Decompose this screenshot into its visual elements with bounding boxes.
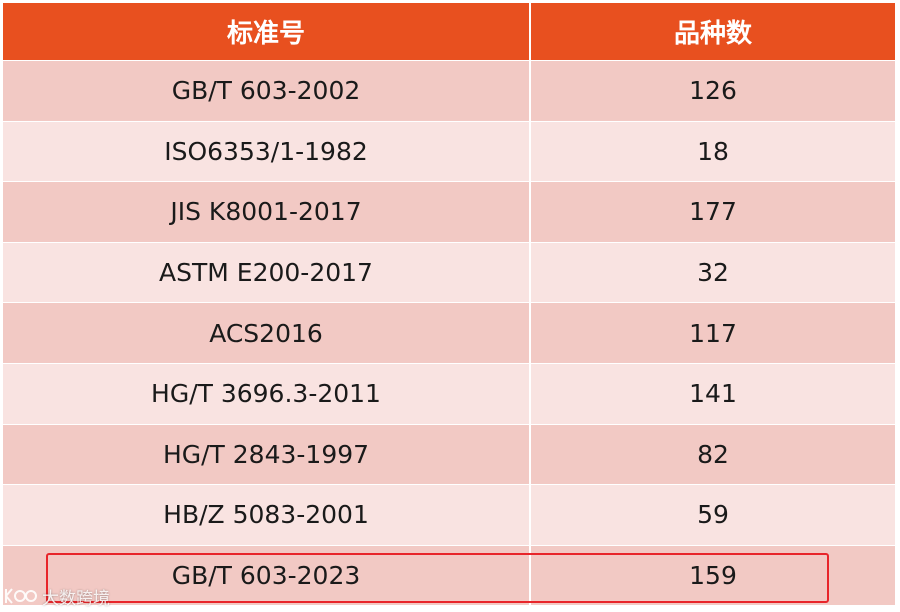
header-standard: 标准号	[3, 3, 531, 60]
cell-count: 18	[697, 136, 729, 166]
table-row: HG/T 3696.3-2011 141	[3, 363, 895, 425]
table-row: HB/Z 5083-2001 59	[3, 485, 895, 546]
cell-standard: ACS2016	[3, 303, 531, 363]
cell-standard: GB/T 603-2023	[3, 545, 531, 606]
standards-table: 标准号 品种数 GB/T 603-2002 126 ISO6353/1-1982…	[3, 3, 895, 607]
table-row: GB/T 603-2002 126	[3, 61, 895, 122]
table-row: HG/T 2843-1997 82	[3, 424, 895, 486]
highlight-box	[46, 553, 829, 603]
table-row: ASTM E200-2017 32	[3, 242, 895, 304]
cell-count: 32	[697, 258, 729, 288]
table-row: JIS K8001-2017 177	[3, 182, 895, 243]
watermark: 大数跨境	[2, 583, 110, 609]
table-header-row: 标准号 品种数	[3, 3, 895, 61]
cell-standard: ISO6353/1-1982	[3, 121, 531, 182]
cell-standard: HG/T 2843-1997	[3, 424, 531, 485]
cell-count: 117	[689, 318, 737, 348]
table-row: ISO6353/1-1982 18	[3, 121, 895, 183]
brand-logo-icon	[5, 588, 37, 604]
table-row: ACS2016 117	[3, 303, 895, 364]
cell-count: 177	[689, 197, 737, 227]
table-row-highlighted: GB/T 603-2023 159	[3, 545, 895, 607]
cell-count: 159	[689, 561, 737, 591]
cell-count: 82	[697, 439, 729, 469]
cell-standard: HG/T 3696.3-2011	[3, 363, 531, 424]
cell-count: 126	[689, 76, 737, 106]
cell-count: 141	[689, 379, 737, 409]
cell-standard: HB/Z 5083-2001	[3, 485, 531, 545]
watermark-text: 大数跨境	[42, 588, 110, 609]
cell-standard: ASTM E200-2017	[3, 242, 531, 303]
cell-standard: GB/T 603-2002	[3, 61, 531, 121]
cell-count: 59	[697, 500, 729, 530]
cell-standard: JIS K8001-2017	[3, 182, 531, 242]
header-count: 品种数	[673, 19, 752, 49]
